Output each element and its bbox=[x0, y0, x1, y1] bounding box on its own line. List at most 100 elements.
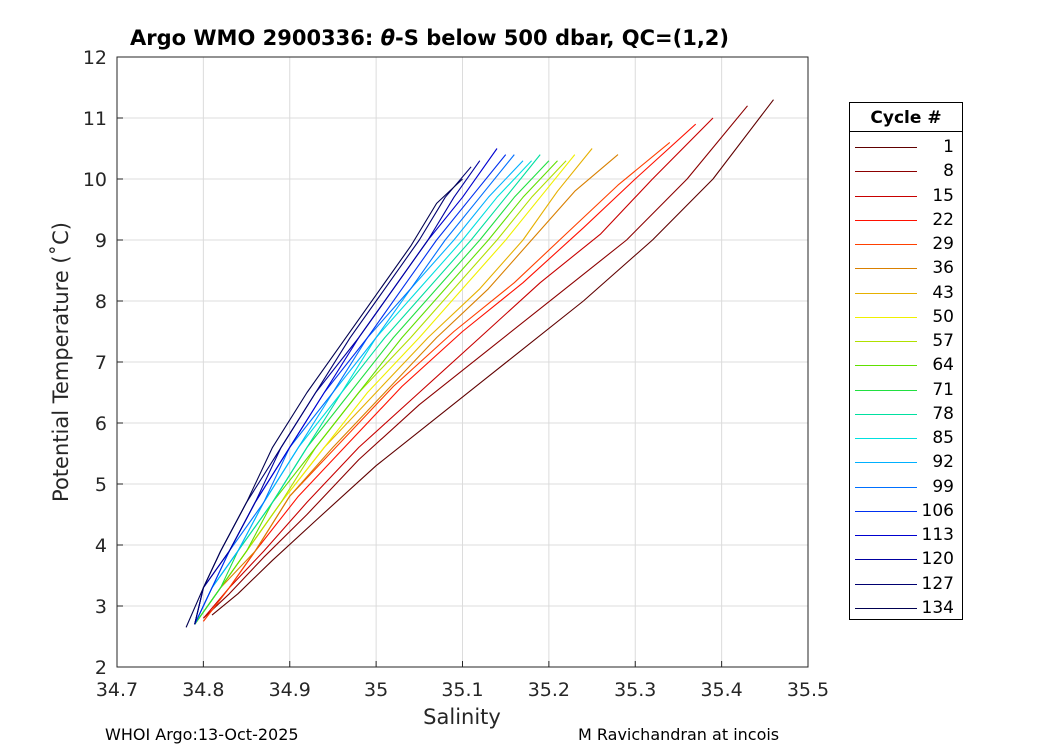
legend-label: 50 bbox=[932, 306, 954, 327]
legend-label: 85 bbox=[932, 428, 954, 448]
legend-swatch bbox=[855, 535, 917, 536]
legend-entry: 113 bbox=[850, 523, 962, 547]
footer-source: WHOI Argo:13-Oct-2025 bbox=[105, 725, 299, 744]
legend-label: 8 bbox=[943, 161, 954, 182]
legend-label: 22 bbox=[932, 209, 954, 230]
legend-swatch bbox=[855, 607, 917, 609]
series-line-cycle-36 bbox=[194, 154, 619, 625]
series-line-cycle-29 bbox=[202, 141, 671, 622]
legend-entry: 50 bbox=[850, 305, 962, 329]
y-tick-label: 2 bbox=[95, 657, 107, 679]
series-line-cycle-8 bbox=[203, 105, 748, 619]
y-tick-label: 4 bbox=[95, 535, 107, 557]
chart-title: Argo WMO 2900336: θ-S below 500 dbar, QC… bbox=[130, 26, 729, 50]
legend-label: 71 bbox=[932, 379, 954, 400]
y-axis-label: Potential Temperature (˚C) bbox=[49, 222, 73, 502]
legend-label: 36 bbox=[932, 258, 954, 279]
legend-entry: 57 bbox=[850, 329, 962, 353]
legend-entry: 106 bbox=[850, 499, 962, 523]
y-tick-label: 5 bbox=[95, 474, 107, 496]
legend-entry: 29 bbox=[850, 232, 962, 256]
legend-swatch bbox=[855, 316, 917, 318]
legend-swatch bbox=[855, 365, 917, 367]
y-tick-label: 8 bbox=[95, 291, 107, 313]
y-tick-label: 9 bbox=[95, 230, 107, 252]
axis-ticks: 34.7 34.8 34.9 35 35.1 35.2 35.3 35.4 35.5 2 3 4 5 6 7… bbox=[83, 47, 829, 701]
legend-label: 106 bbox=[921, 500, 954, 521]
legend-label: 113 bbox=[921, 525, 954, 545]
legend-entry: 36 bbox=[850, 256, 962, 280]
legend-entry: 43 bbox=[850, 281, 962, 305]
y-tick-label: 7 bbox=[95, 352, 107, 374]
legend-swatch bbox=[855, 195, 917, 197]
legend-title: Cycle # bbox=[850, 103, 962, 132]
x-tick-label: 35.1 bbox=[441, 679, 483, 701]
title-theta: θ bbox=[380, 26, 396, 50]
legend-entry: 78 bbox=[850, 402, 962, 426]
legend-label: 43 bbox=[932, 282, 954, 303]
legend-label: 57 bbox=[932, 331, 954, 351]
legend-swatch bbox=[855, 219, 917, 221]
x-tick-label: 35.5 bbox=[787, 679, 829, 701]
legend-swatch bbox=[855, 438, 917, 439]
legend-label: 120 bbox=[921, 549, 954, 570]
legend-label: 29 bbox=[932, 234, 954, 254]
legend-swatch bbox=[855, 147, 917, 148]
title-suffix: -S below 500 dbar, QC=(1,2) bbox=[395, 26, 730, 50]
legend-label: 127 bbox=[921, 573, 954, 594]
legend-entry: 71 bbox=[850, 378, 962, 402]
legend-swatch bbox=[855, 510, 917, 512]
legend-entry: 92 bbox=[850, 450, 962, 474]
legend-swatch bbox=[855, 292, 917, 294]
series-line-cycle-71 bbox=[194, 160, 550, 625]
series-line-cycle-15 bbox=[202, 117, 714, 619]
legend-entry: 8 bbox=[850, 159, 962, 183]
legend-label: 15 bbox=[932, 185, 954, 206]
legend-swatch bbox=[855, 389, 917, 391]
legend: Cycle # 1 8 15 22 29 36 43 50 57 64 71 78 85 92 99 106 1… bbox=[849, 102, 963, 620]
legend-label: 78 bbox=[932, 403, 954, 424]
data-series bbox=[185, 99, 774, 628]
legend-label: 99 bbox=[932, 476, 954, 497]
x-tick-label: 35 bbox=[364, 679, 388, 701]
y-tick-label: 10 bbox=[83, 169, 107, 191]
legend-entry: 1 bbox=[850, 135, 962, 159]
series-line-cycle-64 bbox=[194, 160, 558, 625]
legend-swatch bbox=[855, 341, 917, 342]
legend-entry: 99 bbox=[850, 475, 962, 499]
legend-label: 92 bbox=[932, 452, 954, 473]
legend-entry: 134 bbox=[850, 596, 962, 620]
legend-swatch bbox=[855, 171, 917, 173]
legend-label: 134 bbox=[921, 597, 954, 618]
legend-label: 64 bbox=[932, 355, 954, 376]
y-tick-label: 11 bbox=[83, 108, 107, 130]
legend-swatch bbox=[855, 559, 917, 561]
legend-swatch bbox=[855, 462, 917, 464]
series-line-cycle-134 bbox=[185, 178, 463, 628]
legend-entry: 127 bbox=[850, 572, 962, 596]
x-tick-label: 34.8 bbox=[182, 679, 224, 701]
y-tick-label: 3 bbox=[95, 596, 107, 618]
footer-credit: M Ravichandran at incois bbox=[578, 725, 780, 744]
legend-entry: 15 bbox=[850, 184, 962, 208]
legend-swatch bbox=[855, 486, 917, 488]
series-line-cycle-1 bbox=[211, 99, 774, 616]
legend-entry: 22 bbox=[850, 208, 962, 232]
x-tick-label: 35.4 bbox=[700, 679, 742, 701]
legend-swatch bbox=[855, 413, 917, 415]
legend-swatch bbox=[855, 244, 917, 245]
legend-entry: 85 bbox=[850, 426, 962, 450]
legend-entry: 64 bbox=[850, 353, 962, 377]
x-tick-label: 35.2 bbox=[528, 679, 570, 701]
x-tick-label: 35.3 bbox=[614, 679, 656, 701]
x-tick-label: 34.9 bbox=[269, 679, 311, 701]
y-tick-label: 12 bbox=[83, 47, 107, 69]
x-tick-label: 34.7 bbox=[96, 679, 138, 701]
legend-entry: 120 bbox=[850, 547, 962, 571]
legend-swatch bbox=[855, 268, 917, 270]
y-tick-label: 6 bbox=[95, 413, 107, 435]
title-prefix: Argo WMO 2900336: bbox=[130, 26, 381, 50]
legend-label: 1 bbox=[943, 137, 954, 157]
x-axis-label: Salinity bbox=[423, 705, 501, 729]
